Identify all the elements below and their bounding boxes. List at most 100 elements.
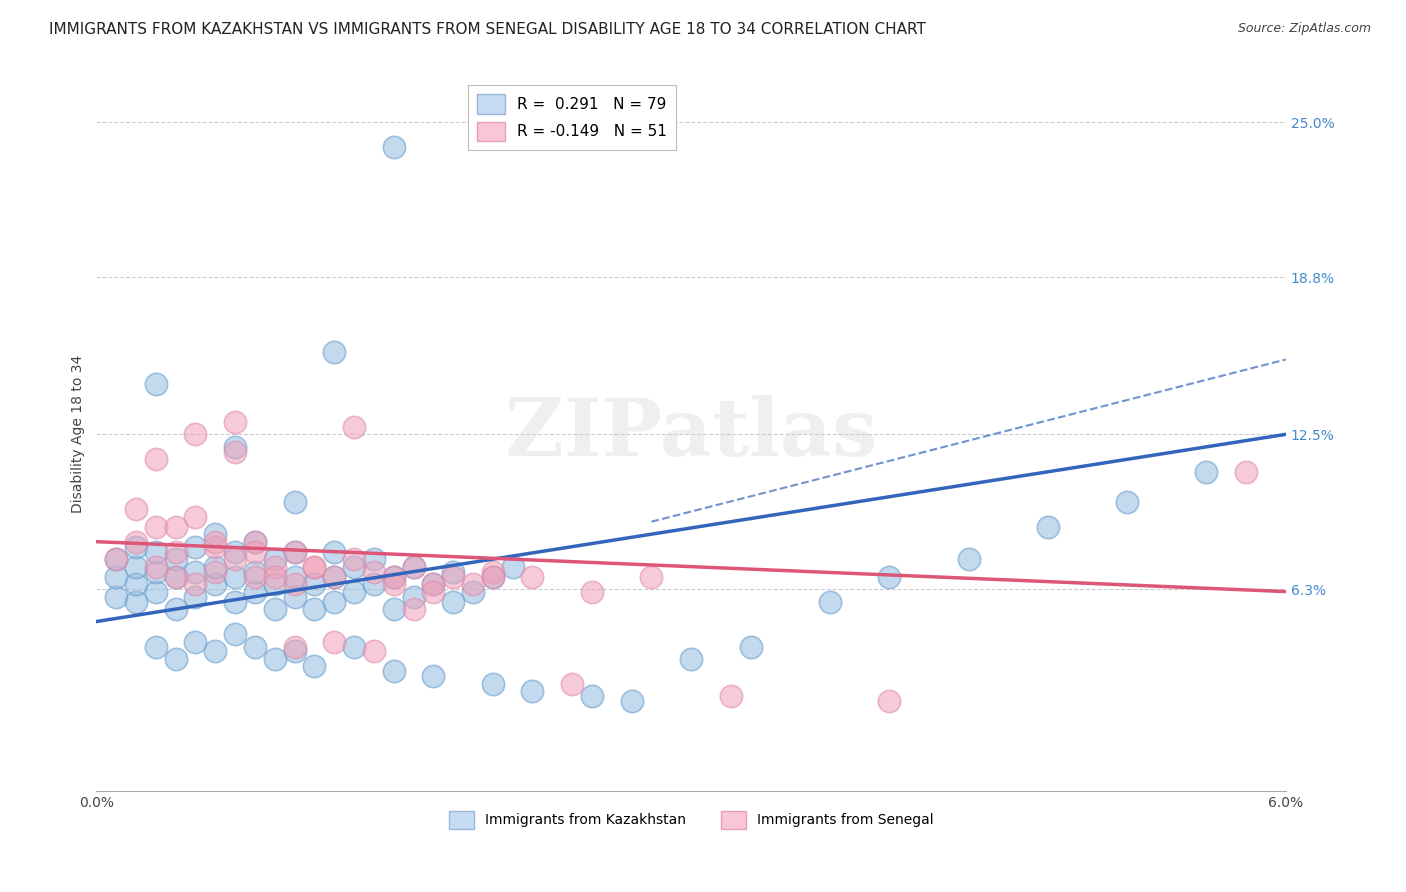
Point [422,669,444,683]
Point [263,559,285,574]
Point [879,569,901,583]
Point [224,569,246,583]
Point [382,140,405,154]
Point [105,552,128,566]
Point [482,569,505,583]
Legend: Immigrants from Kazakhstan, Immigrants from Senegal: Immigrants from Kazakhstan, Immigrants f… [443,805,939,834]
Point [740,640,762,654]
Point [363,577,385,591]
Point [105,569,128,583]
Point [284,544,307,558]
Point [441,569,464,583]
Point [145,377,167,392]
Point [382,602,405,616]
Point [125,559,148,574]
Point [145,640,167,654]
Point [224,440,246,454]
Point [461,584,484,599]
Point [441,565,464,579]
Point [957,552,980,566]
Point [343,584,366,599]
Point [243,544,266,558]
Point [343,559,366,574]
Point [184,634,207,648]
Point [284,640,307,654]
Point [145,519,167,533]
Point [323,544,346,558]
Point [581,584,603,599]
Point [105,552,128,566]
Point [323,569,346,583]
Point [224,445,246,459]
Point [343,640,366,654]
Point [243,534,266,549]
Point [204,577,226,591]
Point [422,584,444,599]
Text: IMMIGRANTS FROM KAZAKHSTAN VS IMMIGRANTS FROM SENEGAL DISABILITY AGE 18 TO 34 CO: IMMIGRANTS FROM KAZAKHSTAN VS IMMIGRANTS… [49,22,927,37]
Point [482,565,505,579]
Point [263,652,285,666]
Point [224,544,246,558]
Point [184,565,207,579]
Point [284,544,307,558]
Y-axis label: Disability Age 18 to 34: Disability Age 18 to 34 [72,355,86,514]
Point [522,684,544,698]
Point [382,577,405,591]
Point [284,577,307,591]
Point [184,509,207,524]
Point [422,577,444,591]
Point [125,502,148,516]
Point [284,494,307,508]
Point [243,534,266,549]
Point [263,577,285,591]
Point [323,634,346,648]
Point [522,569,544,583]
Point [304,577,326,591]
Point [561,677,583,691]
Point [224,594,246,608]
Point [145,544,167,558]
Point [165,569,187,583]
Point [243,565,266,579]
Point [363,552,385,566]
Point [482,677,505,691]
Point [243,584,266,599]
Point [284,569,307,583]
Point [323,345,346,359]
Point [502,559,524,574]
Point [243,640,266,654]
Point [204,540,226,554]
Point [382,569,405,583]
Point [818,594,841,608]
Point [304,559,326,574]
Point [204,644,226,658]
Point [1195,465,1218,479]
Point [879,694,901,708]
Point [165,602,187,616]
Point [343,420,366,434]
Point [720,690,742,704]
Point [105,590,128,604]
Point [441,594,464,608]
Point [145,584,167,599]
Point [343,552,366,566]
Point [263,552,285,566]
Point [224,627,246,641]
Point [263,569,285,583]
Point [402,590,425,604]
Point [323,594,346,608]
Text: Source: ZipAtlas.com: Source: ZipAtlas.com [1237,22,1371,36]
Point [620,694,643,708]
Point [402,559,425,574]
Point [165,652,187,666]
Point [184,540,207,554]
Point [640,569,662,583]
Point [243,569,266,583]
Point [224,415,246,429]
Point [165,569,187,583]
Point [184,577,207,591]
Point [125,577,148,591]
Point [1234,465,1257,479]
Point [184,590,207,604]
Point [125,594,148,608]
